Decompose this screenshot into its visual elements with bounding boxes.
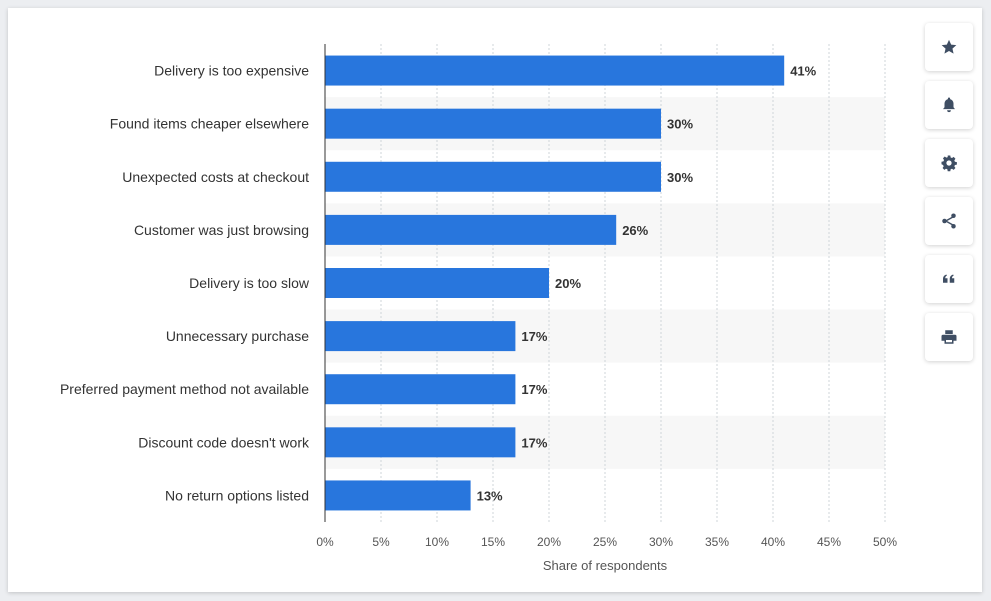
category-label: Preferred payment method not available — [60, 381, 309, 397]
x-tick-label: 0% — [316, 535, 334, 549]
share-icon — [942, 213, 956, 229]
print-icon — [941, 330, 957, 344]
x-tick-label: 15% — [481, 535, 505, 549]
data-label: 30% — [667, 117, 693, 132]
x-tick-label: 5% — [372, 535, 390, 549]
category-labels: Delivery is too expensive Found items che… — [60, 63, 310, 504]
bar — [325, 214, 617, 245]
gear-icon — [941, 155, 957, 172]
x-tick-label: 35% — [705, 535, 729, 549]
data-label: 20% — [555, 276, 581, 291]
category-label: Delivery is too slow — [189, 275, 310, 291]
category-label: Customer was just browsing — [134, 222, 309, 238]
quote-icon — [943, 274, 955, 283]
bar — [325, 108, 661, 139]
x-tick-label: 30% — [649, 535, 673, 549]
star-icon — [941, 39, 957, 54]
category-label: Unexpected costs at checkout — [122, 169, 309, 185]
print-button[interactable] — [925, 313, 973, 361]
x-axis-title: Share of respondents — [543, 558, 668, 573]
bar — [325, 321, 516, 352]
value-labels: 41% 30% 30% 26% 20% 17% 17% 17% 13% — [477, 64, 817, 504]
data-label: 41% — [790, 64, 816, 79]
x-tick-label: 20% — [537, 535, 561, 549]
bars — [325, 55, 785, 511]
settings-button[interactable] — [925, 139, 973, 187]
category-label: No return options listed — [165, 487, 309, 503]
chart-card: Delivery is too expensive Found items che… — [8, 8, 982, 592]
data-label: 17% — [521, 382, 547, 397]
data-label: 17% — [521, 329, 547, 344]
bar — [325, 427, 516, 458]
bar — [325, 55, 785, 86]
category-label: Discount code doesn't work — [138, 434, 310, 450]
bar — [325, 374, 516, 405]
x-tick-label: 10% — [425, 535, 449, 549]
bell-icon — [943, 97, 955, 113]
data-label: 30% — [667, 170, 693, 185]
x-axis-ticks: 0% 5% 10% 15% 20% 25% 30% 35% 40% 45% 50% — [316, 535, 897, 549]
data-label: 13% — [477, 488, 503, 503]
notification-button[interactable] — [925, 81, 973, 129]
side-toolbar — [925, 23, 973, 371]
x-tick-label: 25% — [593, 535, 617, 549]
bar — [325, 161, 661, 192]
bar-chart: Delivery is too expensive Found items che… — [60, 44, 897, 573]
x-tick-label: 45% — [817, 535, 841, 549]
bar — [325, 480, 471, 511]
share-button[interactable] — [925, 197, 973, 245]
cite-button[interactable] — [925, 255, 973, 303]
data-label: 17% — [521, 435, 547, 450]
category-label: Found items cheaper elsewhere — [110, 116, 309, 132]
category-label: Delivery is too expensive — [154, 63, 309, 79]
x-tick-label: 50% — [873, 535, 897, 549]
bar — [325, 268, 549, 298]
x-tick-label: 40% — [761, 535, 785, 549]
favorite-button[interactable] — [925, 23, 973, 71]
category-label: Unnecessary purchase — [166, 328, 309, 344]
data-label: 26% — [622, 223, 648, 238]
